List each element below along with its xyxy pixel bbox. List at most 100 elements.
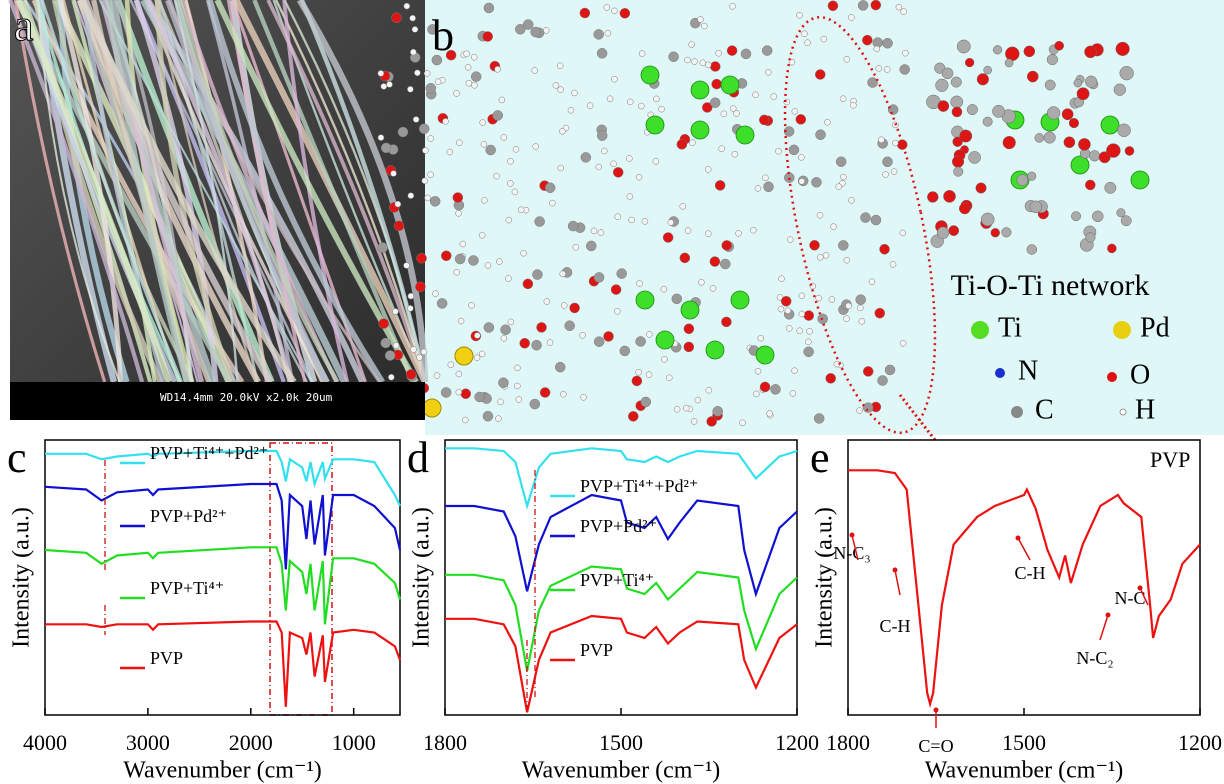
atom: [750, 227, 756, 233]
atom: [594, 337, 604, 347]
atom: [836, 157, 846, 167]
atom: [814, 413, 824, 423]
arrow-head: [934, 708, 939, 713]
atom: [779, 276, 785, 282]
atom: [414, 70, 420, 76]
y-axis-label: Intensity (a.u.): [409, 507, 435, 648]
atom: [884, 66, 890, 72]
atom: [530, 399, 540, 409]
y-axis-label: Intensity (a.u.): [812, 507, 838, 648]
legend-text: PVP+Pd²⁺: [150, 506, 227, 526]
atom: [392, 308, 398, 314]
atom: [471, 72, 481, 82]
atom: [810, 240, 820, 250]
atom: [706, 387, 712, 393]
atom: [705, 62, 711, 68]
legend-text: PVP: [580, 640, 613, 660]
atom: [951, 96, 963, 108]
atom: [684, 342, 694, 352]
atom: [462, 417, 468, 423]
atom: [385, 351, 395, 361]
atom: [888, 105, 898, 115]
x-tick-label: 4000: [23, 730, 67, 755]
x-tick-label: 1800: [826, 730, 870, 755]
atom: [468, 255, 478, 265]
atom: [417, 253, 427, 263]
panel-label: b: [432, 11, 454, 60]
atom: [448, 362, 454, 368]
legend-text: Pd: [1140, 312, 1170, 343]
atom: [408, 293, 414, 299]
atom: [848, 15, 854, 21]
ti-atom: [636, 291, 654, 309]
atom: [1106, 144, 1120, 158]
atom: [1069, 118, 1079, 128]
annotation-arrow: [895, 570, 900, 595]
atom: [537, 322, 547, 332]
atom: [1118, 124, 1131, 137]
atom: [771, 94, 777, 100]
atom: [778, 306, 784, 312]
atom: [762, 175, 768, 181]
atom: [684, 57, 690, 63]
atom: [661, 356, 667, 362]
atom: [465, 64, 471, 70]
annotation: C=O: [918, 736, 953, 756]
atom: [799, 311, 805, 317]
atom: [628, 411, 638, 421]
atom: [811, 177, 821, 187]
atom: [705, 231, 711, 237]
atom: [1125, 146, 1134, 155]
spectrum-line: [45, 622, 400, 707]
atom: [481, 197, 487, 203]
atom: [885, 365, 895, 375]
legend-text: PVP+Ti⁴⁺+Pd²⁺: [150, 443, 268, 463]
atom: [789, 145, 799, 155]
atom: [453, 193, 463, 203]
atom: [969, 151, 981, 163]
atom: [523, 279, 533, 289]
atom: [498, 399, 504, 405]
atom: [698, 279, 704, 285]
atom: [874, 46, 880, 52]
atom: [859, 318, 865, 324]
atom: [605, 30, 611, 36]
atom: [755, 185, 761, 191]
atom: [560, 391, 566, 397]
atom: [753, 391, 759, 397]
atom: [381, 338, 391, 348]
atom: [797, 12, 803, 18]
atom: [861, 213, 871, 223]
spectrum-line: [848, 470, 1200, 704]
figure: WD14.4mm 20.0kV x2.0k 20um a b Ti-O-Ti n…: [0, 0, 1224, 784]
atom: [952, 107, 962, 117]
atom: [568, 107, 574, 113]
atom: [1024, 46, 1035, 57]
atom: [611, 285, 621, 295]
atom: [683, 405, 689, 411]
atom: [957, 40, 970, 53]
atom: [1005, 47, 1019, 61]
atom: [869, 279, 875, 285]
atom: [900, 64, 910, 74]
atom: [1062, 109, 1073, 120]
atom: [419, 124, 429, 134]
atom: [1121, 216, 1131, 226]
atom: [1002, 228, 1012, 238]
atom: [508, 158, 514, 164]
atom: [594, 272, 604, 282]
atom: [378, 70, 384, 76]
legend-text: PVP: [150, 648, 183, 668]
atom: [722, 240, 732, 250]
atom: [532, 68, 538, 74]
atom: [441, 387, 451, 397]
x-tick-label: 1800: [423, 730, 467, 755]
atom: [786, 325, 792, 331]
atom: [1017, 175, 1028, 186]
atom: [858, 0, 868, 10]
atom: [758, 335, 764, 341]
atom: [790, 390, 796, 396]
atom: [479, 232, 485, 238]
x-axis-label: Wavenumber (cm⁻¹): [123, 758, 322, 784]
atom: [475, 392, 485, 402]
